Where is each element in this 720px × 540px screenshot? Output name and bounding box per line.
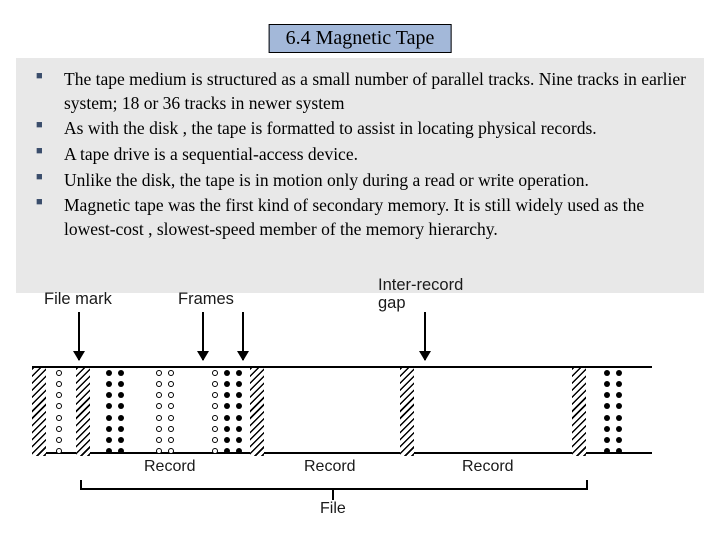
tape-diagram: File mark Frames Inter-record gap Record… [32, 290, 688, 510]
tape-gap [400, 368, 414, 456]
frame-col [224, 370, 232, 454]
bullet-item: A tape drive is a sequential-access devi… [30, 143, 690, 167]
arrow-frames-2 [242, 312, 244, 360]
frame-col [236, 370, 244, 454]
slide-title: 6.4 Magnetic Tape [286, 27, 435, 49]
slide-title-box: 6.4 Magnetic Tape [269, 24, 452, 53]
bullet-item: As with the disk , the tape is formatted… [30, 117, 690, 141]
bullet-list: The tape medium is structured as a small… [30, 68, 690, 241]
arrow-gap [424, 312, 426, 360]
bullet-item: The tape medium is structured as a small… [30, 68, 690, 115]
frame-col [118, 370, 126, 454]
bullet-item: Magnetic tape was the first kind of seco… [30, 194, 690, 241]
tape-body [32, 366, 652, 454]
file-drop [332, 490, 334, 500]
label-record: Record [304, 458, 356, 476]
tape-gap [572, 368, 586, 456]
tape-gap [250, 368, 264, 456]
frame-col [56, 370, 64, 454]
label-record: Record [462, 458, 514, 476]
arrow-file-mark [78, 312, 80, 360]
file-bracket [80, 480, 588, 490]
bullet-item: Unlike the disk, the tape is in motion o… [30, 169, 690, 193]
tape-gap [32, 368, 46, 456]
frame-col [156, 370, 164, 454]
label-frames: Frames [178, 290, 234, 309]
tape-gap [76, 368, 90, 456]
label-record: Record [144, 458, 196, 476]
frame-col [604, 370, 612, 454]
label-file-mark: File mark [44, 290, 112, 309]
arrow-frames-1 [202, 312, 204, 360]
frame-col [212, 370, 220, 454]
frame-col [616, 370, 624, 454]
content-panel: The tape medium is structured as a small… [16, 58, 704, 293]
label-inter-record-gap: Inter-record gap [378, 276, 463, 312]
label-file: File [320, 500, 346, 518]
frame-col [168, 370, 176, 454]
frame-col [106, 370, 114, 454]
